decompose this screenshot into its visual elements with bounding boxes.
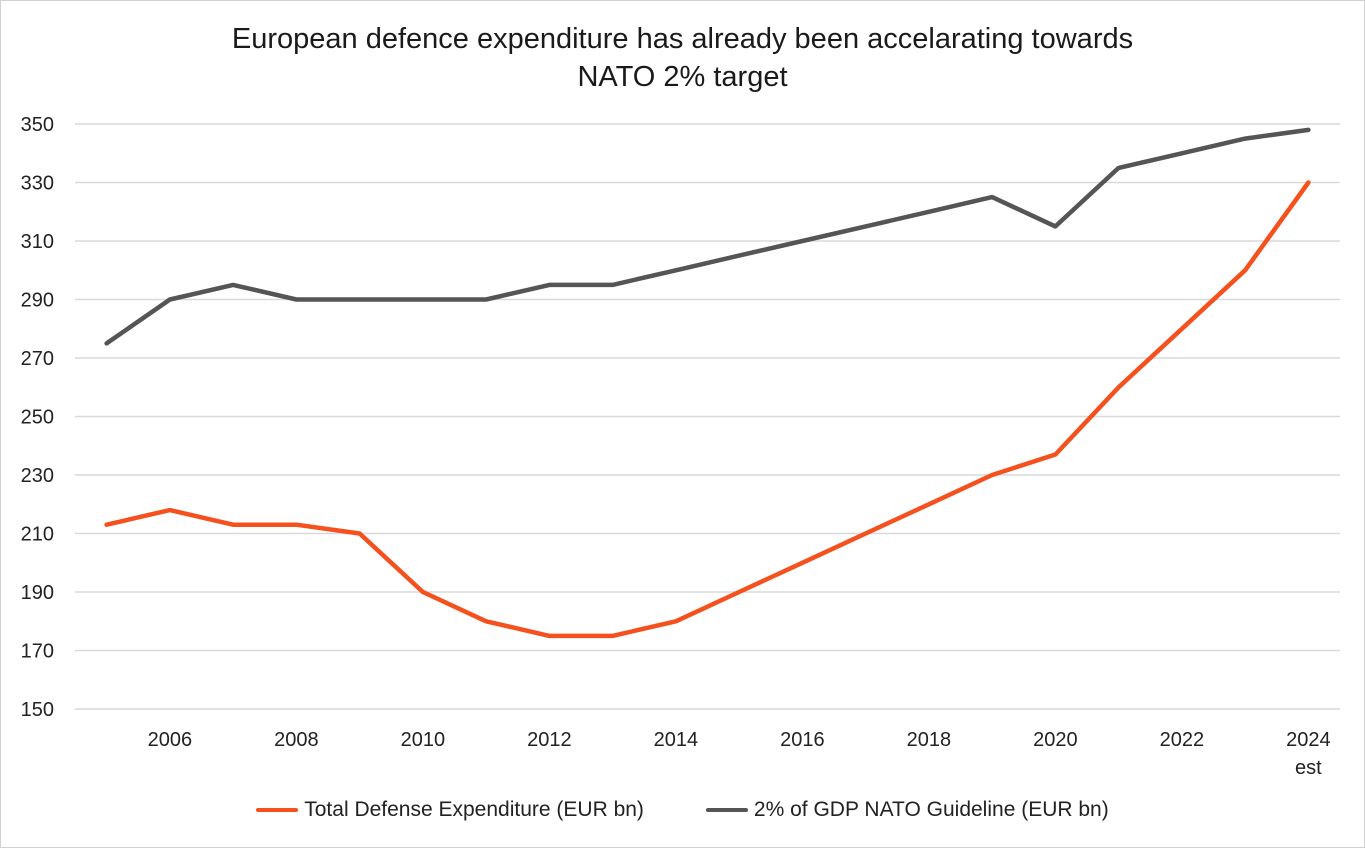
y-tick-label-330: 330 [21, 173, 54, 195]
y-tick-label-190: 190 [21, 582, 54, 604]
y-tick-label-290: 290 [21, 290, 54, 312]
chart-title: European defence expenditure has already… [0, 20, 1365, 96]
legend-label-total-defense: Total Defense Expenditure (EUR bn) [304, 798, 644, 821]
y-tick-label-350: 350 [21, 114, 54, 136]
x-tick-label-2008: 2008 [274, 729, 319, 751]
x-tick-label-2024: 2024 [1286, 729, 1331, 751]
legend-item-nato-guideline: 2% of GDP NATO Guideline (EUR bn) [705, 798, 1109, 822]
x-tick-label-2010: 2010 [401, 729, 446, 751]
legend-item-total-defense: Total Defense Expenditure (EUR bn) [256, 798, 644, 822]
chart-title-line-2: NATO 2% target [577, 61, 788, 93]
legend-swatch-nato-guideline [705, 808, 748, 812]
chart-title-line-1: European defence expenditure has already… [231, 23, 1134, 55]
x-tick-label-2014: 2014 [654, 729, 699, 751]
y-tick-label-230: 230 [21, 465, 54, 487]
series-line-nato-guideline [104, 127, 1311, 346]
legend-swatch-total-defense [256, 808, 299, 812]
x-tick-label-2012: 2012 [527, 729, 572, 751]
y-tick-label-310: 310 [21, 231, 54, 253]
x-tick-label-2016: 2016 [780, 729, 825, 751]
y-tick-label-210: 210 [21, 524, 54, 546]
chart-legend: Total Defense Expenditure (EUR bn) 2% of… [0, 798, 1365, 822]
x-tick-label-2022: 2022 [1160, 729, 1205, 751]
y-tick-label-150: 150 [21, 699, 54, 721]
x-tick-label-2020: 2020 [1033, 729, 1078, 751]
x-tick-label-2018: 2018 [907, 729, 952, 751]
legend-label-nato-guideline: 2% of GDP NATO Guideline (EUR bn) [753, 798, 1109, 821]
x-tick-label-2006: 2006 [148, 729, 193, 751]
series-line-total-defense [104, 180, 1311, 639]
x-tick-sublabel-2024: est [1295, 757, 1322, 779]
y-tick-label-270: 270 [21, 348, 54, 370]
y-tick-label-250: 250 [21, 407, 54, 429]
y-tick-label-170: 170 [21, 641, 54, 663]
